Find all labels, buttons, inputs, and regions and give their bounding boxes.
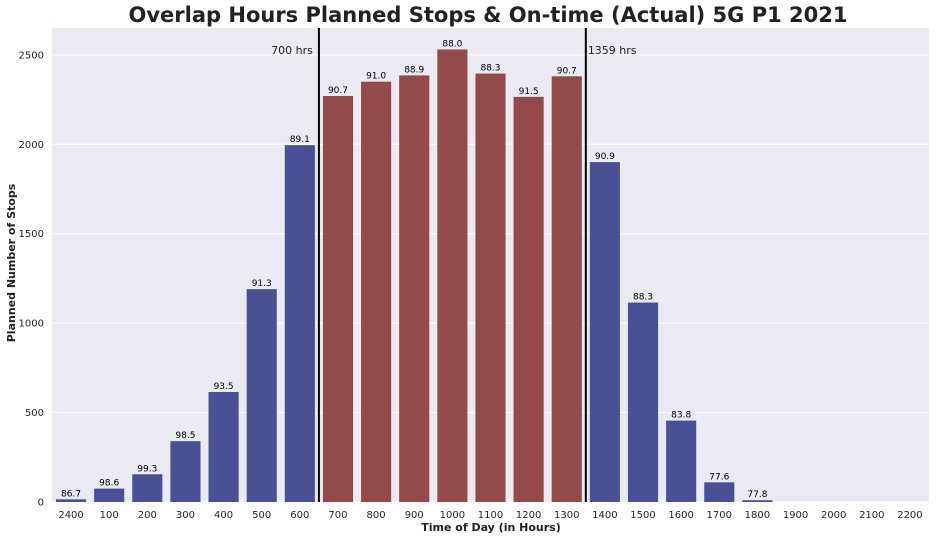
data-label-1400: 90.9 [595,152,615,162]
x-tick-label-1900: 1900 [783,510,808,521]
y-tick-label: 1500 [19,229,44,240]
x-tick-label-600: 600 [290,510,309,521]
y-axis-label: Planned Number of Stops [5,183,18,342]
x-tick-label-1800: 1800 [745,510,770,521]
x-tick-label-900: 900 [405,510,424,521]
x-tick-label-1500: 1500 [630,510,655,521]
data-label-300: 98.5 [175,431,195,441]
x-tick-label-1100: 1100 [478,510,503,521]
data-label-1700: 77.6 [709,472,729,482]
y-tick-label: 0 [38,498,44,509]
data-label-1800: 77.8 [747,490,767,500]
reference-line-label-1359: 1359 hrs [588,44,637,57]
data-label-900: 88.9 [404,65,424,75]
reference-line-label-700: 700 hrs [271,44,313,57]
data-label-700: 90.7 [328,86,348,96]
bar-700 [322,95,354,502]
x-tick-label-700: 700 [328,510,347,521]
data-label-800: 91.0 [366,72,386,82]
x-tick-label-1600: 1600 [668,510,693,521]
x-tick-label-2100: 2100 [859,510,884,521]
x-tick-label-500: 500 [252,510,271,521]
bar-1700 [704,482,735,502]
data-label-1000: 88.0 [442,39,462,49]
bar-1600 [666,420,697,502]
x-tick-label-100: 100 [100,510,119,521]
x-tick-label-1200: 1200 [516,510,541,521]
data-label-400: 93.5 [214,382,234,392]
bar-1300 [551,76,582,502]
bar-400 [208,391,239,502]
bar-2400 [56,499,87,502]
x-tick-label-2000: 2000 [821,510,846,521]
x-tick-label-1700: 1700 [707,510,732,521]
x-tick-labels: 2400 100 200 300 400 500 600 700 800 900 1000 1100 1… [58,510,922,521]
y-tick-label: 500 [25,408,44,419]
x-tick-label-400: 400 [214,510,233,521]
bar-600 [284,145,315,502]
bar-500 [246,289,277,502]
y-tick-label: 1000 [19,319,44,330]
x-tick-label-1400: 1400 [592,510,617,521]
data-label-1300: 90.7 [557,66,577,76]
bars [56,49,773,503]
data-label-1100: 88.3 [480,64,500,74]
data-label-1600: 83.8 [671,411,691,421]
data-label-1200: 91.5 [519,87,539,97]
data-label-200: 99.3 [137,464,157,474]
bar-900 [399,75,430,503]
bar-200 [132,474,163,502]
bar-1200 [513,96,544,503]
bar-1000 [437,49,468,503]
y-tick-label: 2500 [19,50,44,61]
bar-100 [94,488,125,502]
x-tick-label-200: 200 [138,510,157,521]
bar-1100 [475,73,506,502]
x-tick-label-1300: 1300 [554,510,579,521]
x-tick-label-800: 800 [367,510,386,521]
bar-800 [361,81,392,503]
x-tick-label-300: 300 [176,510,195,521]
chart-title: Overlap Hours Planned Stops & On-time (A… [129,3,848,27]
y-tick-label: 2000 [19,140,44,151]
x-tick-label-1000: 1000 [440,510,465,521]
data-label-100: 98.6 [99,479,119,489]
bar-300 [170,441,201,502]
y-tick-labels: 0 500 1000 1500 2000 2500 [19,50,44,508]
x-tick-label-2400: 2400 [58,510,83,521]
data-label-500: 91.3 [252,279,272,289]
reference-lines: 700 hrs 1359 hrs [271,28,637,502]
x-axis-label: Time of Day (in Hours) [421,521,560,534]
data-label-2400: 86.7 [61,489,81,499]
bar-1400 [589,162,620,502]
data-labels: 86.7 98.6 99.3 98.5 93.5 91.3 89.1 90.7 91.0 88.9… [61,39,768,500]
bar-1800 [742,500,773,502]
data-label-600: 89.1 [290,135,310,145]
x-tick-label-2200: 2200 [897,510,922,521]
bar-1500 [627,302,659,502]
data-label-1500: 88.3 [633,293,653,303]
